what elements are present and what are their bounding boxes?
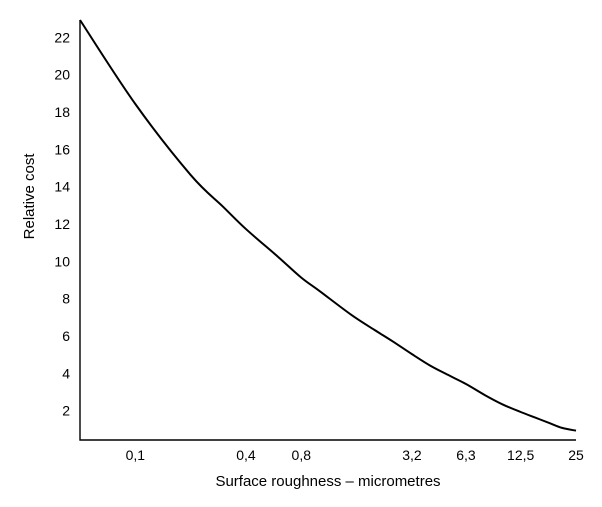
x-tick-label: 0,1 — [126, 447, 146, 463]
y-tick-label: 8 — [62, 291, 70, 307]
y-tick-label: 18 — [54, 104, 70, 120]
y-tick-label: 14 — [54, 179, 70, 195]
y-tick-label: 16 — [54, 141, 70, 157]
y-tick-label: 12 — [54, 216, 70, 232]
y-axis-label: Relative cost — [21, 153, 38, 240]
x-axis-label: Surface roughness – micrometres — [215, 473, 440, 490]
x-tick-label: 25 — [568, 447, 584, 463]
x-tick-label: 0,8 — [292, 447, 312, 463]
y-tick-label: 22 — [54, 29, 70, 45]
chart-background — [0, 0, 602, 507]
x-tick-label: 3,2 — [402, 447, 422, 463]
y-tick-label: 6 — [62, 328, 70, 344]
y-tick-label: 10 — [54, 253, 70, 269]
y-tick-label: 2 — [62, 403, 70, 419]
cost-vs-roughness-chart: 2 4 6 8 10 12 14 16 18 20 22 0,1 0,4 0,8 3,2 6,3 12,5 25… — [0, 0, 602, 507]
x-tick-label: 0,4 — [236, 447, 256, 463]
x-tick-label: 12,5 — [507, 447, 534, 463]
y-tick-label: 20 — [54, 67, 70, 83]
y-tick-label: 4 — [62, 365, 70, 381]
x-tick-label: 6,3 — [456, 447, 476, 463]
